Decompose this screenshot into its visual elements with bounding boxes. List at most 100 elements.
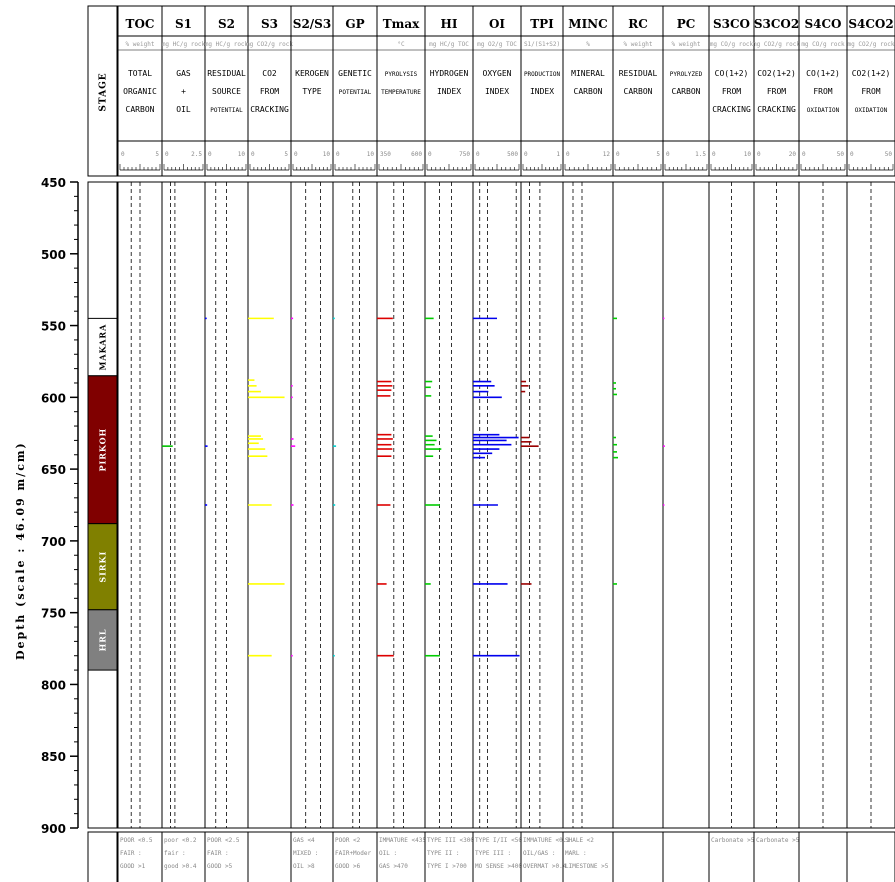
column-desc: INDEX <box>437 87 461 96</box>
column-unit: % weight <box>126 41 155 48</box>
scale-min: 0 <box>476 151 480 158</box>
footer-note: TYPE III <300 <box>427 837 474 844</box>
footer-note: TYPE III : <box>475 850 511 857</box>
footer-note: SHALE <2 <box>565 837 594 844</box>
scale-min: 0 <box>712 151 716 158</box>
depth-axis: 450 500 550 600 650 700 750 800 850 900 <box>41 176 79 836</box>
scale-max: 10 <box>367 151 375 158</box>
scale-min: 350 <box>380 151 391 158</box>
scale-min: 0 <box>121 151 125 158</box>
stage-label: PIRKOH <box>98 428 108 472</box>
column-desc: PRODUCTION <box>524 71 561 78</box>
column-desc: CRACKING <box>757 105 796 114</box>
footer-note: IMMATURE <435 <box>379 837 426 844</box>
depth-tick-label: 800 <box>41 678 66 692</box>
footer-note: POOR <2.5 <box>207 837 240 844</box>
column-hi: HI mg HC/g TOC HYDROGEN INDEX 0 750 TYPE III <… <box>424 5 474 882</box>
column-desc: TYPE <box>302 87 321 96</box>
footer-note: MIXED : <box>293 850 318 857</box>
scale-min: 0 <box>616 151 620 158</box>
scale-max: 12 <box>603 151 611 158</box>
footer-note: Carbonate >5 <box>756 837 800 844</box>
scale-max: 10 <box>238 151 246 158</box>
column-desc: POTENTIAL <box>210 107 243 114</box>
column-title: GP <box>345 17 364 31</box>
depth-tick-label: 700 <box>41 535 66 549</box>
column-desc: ORGANIC <box>123 87 157 96</box>
scale-max: 500 <box>507 151 518 158</box>
column-title: S2/S3 <box>293 17 331 31</box>
scale-min: 0 <box>524 151 528 158</box>
column-desc: CO(1+2) <box>715 69 749 78</box>
column-desc: CRACKING <box>250 105 289 114</box>
column-track <box>662 181 710 829</box>
scale-min: 0 <box>251 151 255 158</box>
column-title: OI <box>489 17 505 31</box>
column-desc: CO2(1+2) <box>757 69 796 78</box>
scale-max: 600 <box>411 151 422 158</box>
column-title: TOC <box>126 17 155 31</box>
footer-note: POOR <0.5 <box>120 837 153 844</box>
column-s3co: S3CO mg CO/g rock CO(1+2) FROM CRACKING 0 10 Ca… <box>708 5 755 882</box>
column-pc: PC % weight PYROLYZED CARBON 0 1.5 <box>662 5 710 882</box>
column-title: S4CO2 <box>848 17 893 31</box>
column-desc: FROM <box>813 87 832 96</box>
footer-note: OIL >8 <box>293 863 315 870</box>
column-unit: mg CO2/g rock <box>246 41 293 48</box>
column-track <box>520 181 564 829</box>
column-unit: % <box>586 41 590 48</box>
scale-min: 0 <box>336 151 340 158</box>
column-desc: FROM <box>767 87 786 96</box>
stage-header: STAGE <box>87 5 118 177</box>
footer-note: MO SENSE >400 <box>475 863 522 870</box>
column-minc: MINC% MINERAL CARBON 0 12 SHALE <2 MARL : LIMES… <box>562 5 614 882</box>
column-gp: GP GENETIC POTENTIAL 0 10 POOR <2 FAIR+Moder GO… <box>332 5 378 882</box>
column-desc: RESIDUAL <box>207 69 246 78</box>
stage-footer <box>87 831 118 882</box>
column-title: HI <box>441 17 458 31</box>
column-unit: mg CO2/g rock <box>848 41 895 48</box>
footer-note: GOOD >5 <box>207 863 233 870</box>
stage-label: MAKARA <box>98 324 108 371</box>
column-title: Tmax <box>383 17 420 31</box>
column-desc: CO(1+2) <box>806 69 840 78</box>
column-s2-s3: S2/S3 KEROGEN TYPE 0 10 GAS <4 MIXED : OIL >8 <box>290 5 334 882</box>
column-unit: S1/(S1+S2) <box>524 41 560 48</box>
column-desc: CO2(1+2) <box>852 69 891 78</box>
scale-max: 10 <box>323 151 331 158</box>
footer-note: OIL/GAS : <box>523 850 556 857</box>
column-desc: INDEX <box>485 87 509 96</box>
column-desc: CARBON <box>624 87 653 96</box>
column-desc: TOTAL <box>128 69 152 78</box>
column-unit: mg O2/g TOC <box>477 41 517 48</box>
stage-header-label: STAGE <box>99 72 109 111</box>
depth-tick-label: 900 <box>41 822 66 836</box>
footer-note: GAS >470 <box>379 863 408 870</box>
footer-note: MARL : <box>565 850 587 857</box>
scale-min: 0 <box>208 151 212 158</box>
column-desc: MINERAL <box>571 69 605 78</box>
column-desc: CO2 <box>262 69 277 78</box>
footer-note: FAIR : <box>207 850 229 857</box>
column-desc: CARBON <box>126 105 155 114</box>
stage-block <box>87 609 118 671</box>
column-desc: RESIDUAL <box>619 69 658 78</box>
column-title: TPI <box>530 17 554 31</box>
scale-max: 5 <box>284 151 288 158</box>
column-track <box>332 181 378 829</box>
depth-tick-label: 500 <box>41 248 66 262</box>
column-track <box>612 181 664 829</box>
column-desc: GAS <box>176 69 191 78</box>
stage-column: MAKARA PIRKOH SIRKI HRL <box>87 181 118 829</box>
scale-max: 750 <box>459 151 470 158</box>
column-desc: FROM <box>861 87 880 96</box>
depth-tick-label: 550 <box>41 320 66 334</box>
column-s3: S3 mg CO2/g rock CO2 FROM CRACKING 0 5 <box>246 5 293 882</box>
stage-block <box>87 375 118 525</box>
scale-max: 10 <box>744 151 752 158</box>
column-title: MINC <box>568 17 607 31</box>
footer-note: GOOD >6 <box>335 863 361 870</box>
footer-note: LIMESTONE >5 <box>565 863 609 870</box>
scale-max: 5 <box>155 151 159 158</box>
column-s4co2: S4CO2 mg CO2/g rock CO2(1+2) FROM OXIDATION 0… <box>846 5 895 882</box>
